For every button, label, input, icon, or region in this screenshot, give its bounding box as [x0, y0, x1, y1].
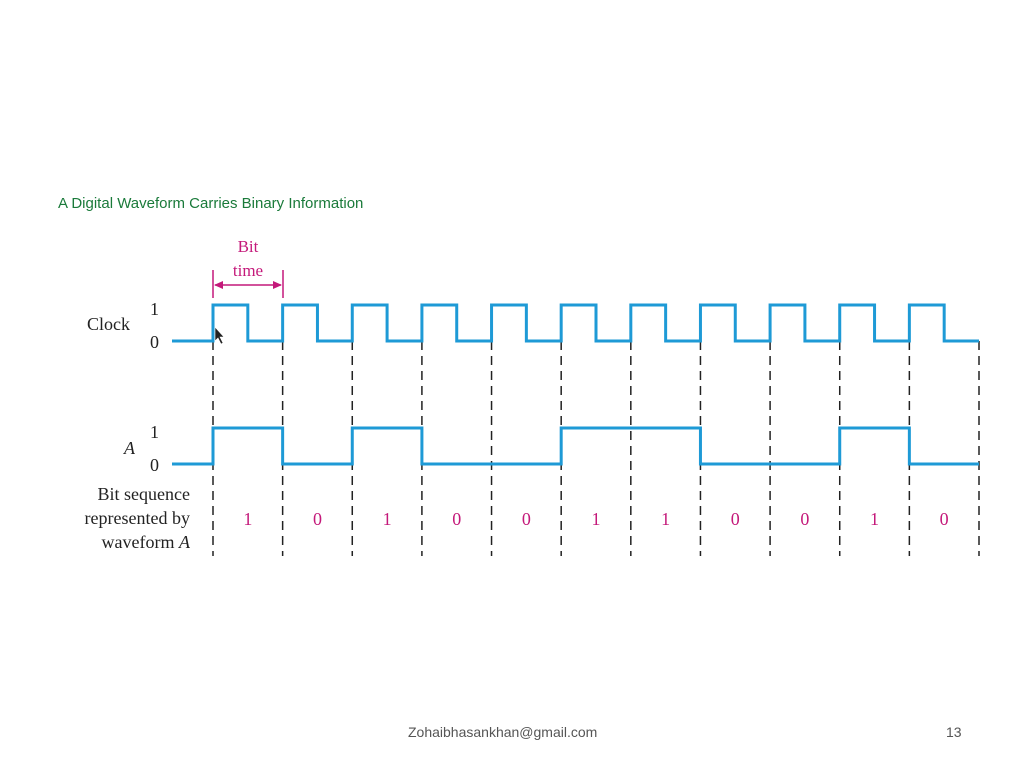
bit-sequence-label-line1: Bit sequence: [98, 484, 190, 504]
bit-value: 1: [870, 509, 879, 529]
bit-value: 1: [243, 509, 252, 529]
bit-value: 0: [940, 509, 949, 529]
slide-title: A Digital Waveform Carries Binary Inform…: [58, 195, 364, 212]
bit-values: 1 0 1 0 0 1 1 0 0 1 0: [243, 509, 948, 529]
bit-sequence-label-word: waveform: [102, 532, 179, 552]
bit-time-arrow-right-head: [273, 281, 282, 289]
waveform-a-level-0: 0: [150, 455, 159, 475]
bit-sequence-label-italic-a: A: [178, 532, 191, 552]
clock-label: Clock: [87, 314, 130, 334]
bit-value: 0: [522, 509, 531, 529]
clock-level-1: 1: [150, 299, 159, 319]
footer-email: Zohaibhasankhan@gmail.com: [408, 724, 598, 740]
page-number: 13: [946, 724, 962, 740]
bit-value: 0: [313, 509, 322, 529]
clock-waveform: [172, 303, 979, 343]
bit-sequence-label-line3: waveform A: [102, 532, 191, 552]
bit-time-label-bit: Bit: [238, 237, 259, 256]
bit-value: 0: [731, 509, 740, 529]
waveform-a-level-1: 1: [150, 422, 159, 442]
bit-time-annotation: Bit time: [212, 237, 284, 298]
bit-value: 0: [452, 509, 461, 529]
bit-sequence-label-line2: represented by: [85, 508, 190, 528]
bit-value: 1: [383, 509, 392, 529]
waveform-a: [172, 426, 979, 466]
bit-value: 1: [661, 509, 670, 529]
bit-time-arrow-left-head: [214, 281, 223, 289]
bit-time-label-time: time: [233, 261, 263, 280]
bit-value: 0: [800, 509, 809, 529]
waveform-a-label: A: [123, 438, 136, 458]
mouse-cursor-icon: [214, 326, 225, 345]
bit-value: 1: [592, 509, 601, 529]
clock-level-0: 0: [150, 332, 159, 352]
